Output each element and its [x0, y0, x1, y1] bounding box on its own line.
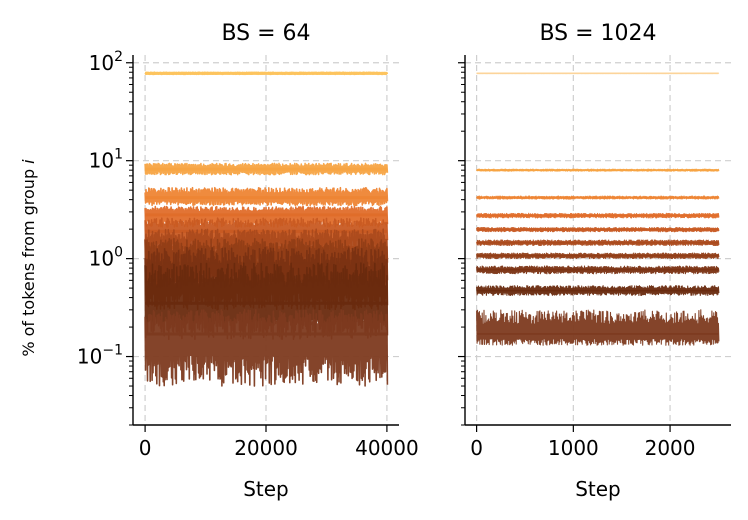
- x-axis-label: Step: [575, 477, 621, 501]
- series-line-10: [144, 309, 389, 387]
- y-tick-label: 101: [89, 147, 123, 173]
- y-tick-label: 100: [89, 245, 123, 271]
- x-tick-label: 1000: [548, 436, 599, 460]
- x-tick-label: 2000: [645, 436, 696, 460]
- series-line-10: [476, 309, 720, 346]
- panel-bs-64: BS = 64 0 20000 40000 Step 102 101 100 10−1: [77, 21, 419, 501]
- x-axis-label: Step: [243, 477, 289, 501]
- x-tick-label: 20000: [234, 436, 298, 460]
- panel-bs-1024: BS = 1024 0 1000 2000 Step: [458, 21, 731, 501]
- y-tick-label: 102: [89, 49, 123, 75]
- x-tick-label: 0: [470, 436, 483, 460]
- chart-title: BS = 1024: [539, 21, 656, 46]
- x-tick-label: 0: [139, 436, 152, 460]
- x-tick-label: 40000: [355, 436, 419, 460]
- chart-title: BS = 64: [221, 21, 310, 46]
- y-tick-label: 10−1: [77, 343, 123, 369]
- y-axis-label: % of tokens from group i: [19, 159, 38, 357]
